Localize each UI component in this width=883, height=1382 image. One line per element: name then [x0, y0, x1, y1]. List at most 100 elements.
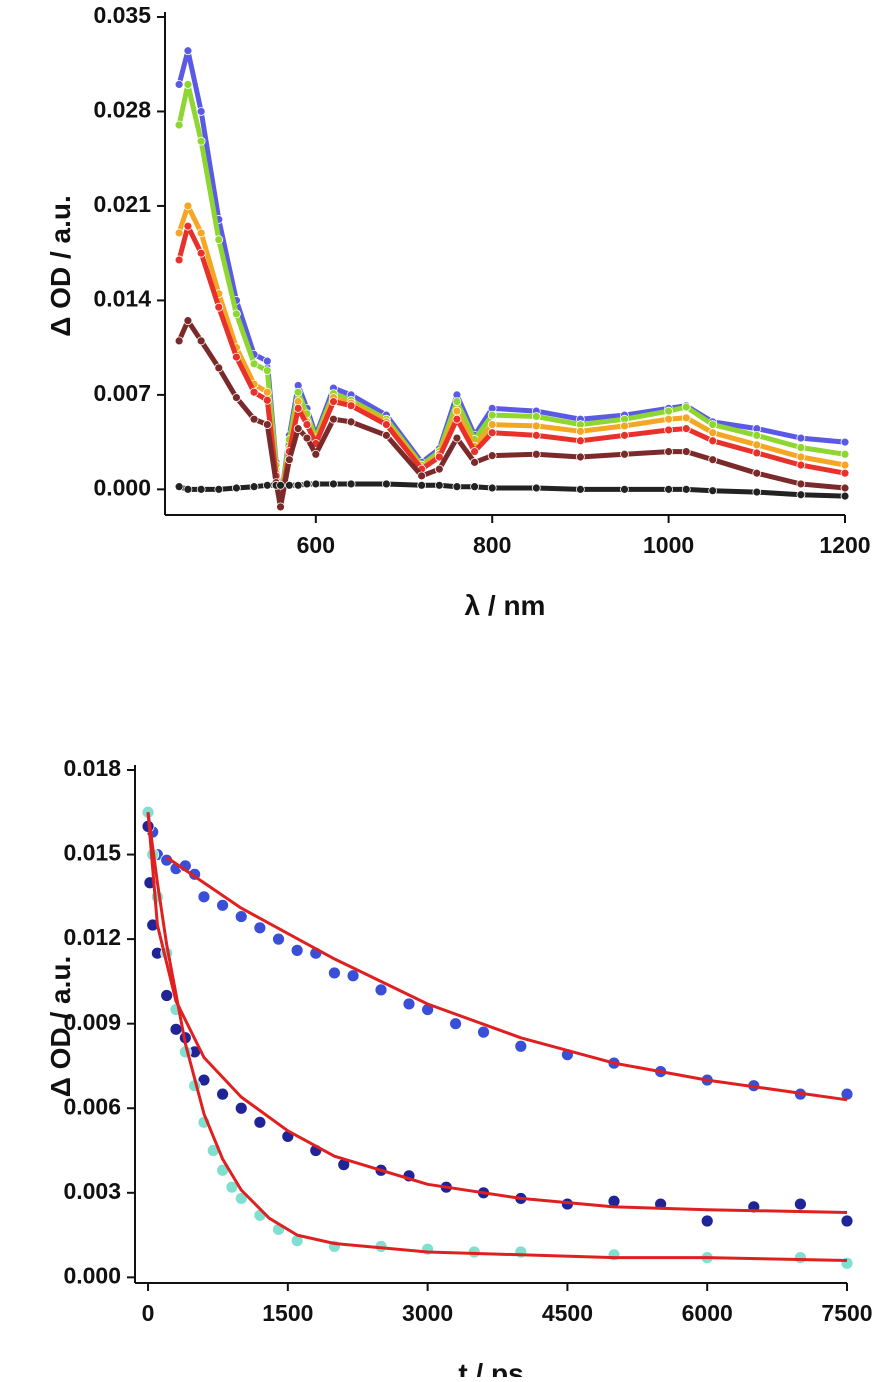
data-point [477, 1025, 490, 1039]
data-point [681, 402, 691, 412]
y-tick-label: 0.003 [63, 1178, 121, 1204]
data-point [284, 480, 294, 490]
x-tick-label: 0 [142, 1300, 155, 1326]
data-point [681, 484, 691, 494]
data-point [531, 412, 541, 421]
data-point [262, 395, 272, 405]
data-point [174, 336, 184, 346]
y-axis-label: Δ OD / a.u. [45, 956, 76, 1097]
y-tick-label: 0.035 [93, 2, 151, 28]
data-point [752, 440, 762, 450]
data-point [796, 433, 806, 443]
data-point [234, 1101, 248, 1115]
data-point [214, 235, 224, 245]
data-point [374, 983, 388, 997]
data-point [253, 921, 267, 935]
data-point [681, 413, 691, 423]
data-point [840, 460, 850, 470]
data-point [196, 107, 206, 116]
data-point [276, 502, 285, 512]
data-point [576, 436, 585, 446]
data-point [290, 943, 304, 957]
data-point [417, 471, 427, 481]
data-point [620, 484, 629, 494]
data-point [796, 443, 806, 452]
data-point [452, 397, 462, 407]
data-point [840, 468, 850, 478]
data-point [752, 448, 762, 458]
data-point [470, 447, 479, 456]
data-point [840, 483, 850, 493]
data-point [681, 447, 691, 456]
x-tick-label: 1000 [643, 532, 694, 558]
series-line [146, 812, 848, 1262]
data-point [452, 414, 462, 424]
y-tick-label: 0.007 [93, 380, 151, 406]
data-point [708, 455, 718, 465]
data-point [452, 433, 462, 443]
data-point [329, 397, 338, 407]
data-point [262, 387, 272, 397]
data-point [840, 1087, 854, 1101]
y-tick-label: 0.018 [63, 755, 121, 781]
x-axis-label: λ / nm [465, 590, 546, 621]
data-point [531, 421, 541, 431]
data-point [620, 430, 629, 440]
data-point [232, 393, 241, 402]
data-point [183, 484, 193, 494]
data-point [183, 80, 193, 89]
data-point [796, 490, 806, 500]
data-point [794, 1251, 807, 1265]
data-point [402, 997, 416, 1011]
x-axis-label: t / ps [458, 1358, 523, 1377]
data-point [293, 424, 303, 434]
data-point [796, 460, 806, 470]
data-point [794, 1197, 807, 1211]
data-point [576, 426, 585, 436]
data-point [272, 932, 285, 946]
data-point [752, 468, 762, 478]
data-point [381, 479, 391, 489]
data-point [328, 966, 341, 980]
data-point [183, 46, 193, 56]
data-point [531, 430, 541, 440]
data-point [216, 898, 230, 912]
data-point [329, 414, 338, 424]
y-tick-label: 0.014 [93, 285, 151, 311]
data-point [752, 487, 762, 497]
data-point [700, 1214, 714, 1228]
data-point [174, 80, 184, 89]
y-tick-label: 0.012 [63, 924, 121, 950]
data-point [620, 421, 629, 431]
data-point [681, 424, 691, 434]
series-line [146, 812, 848, 1214]
x-tick-label: 3000 [402, 1300, 453, 1326]
data-point [234, 1192, 248, 1205]
data-point [346, 479, 356, 489]
data-point [249, 414, 259, 424]
data-point [796, 479, 806, 489]
data-point [174, 120, 184, 130]
data-point [196, 136, 206, 146]
y-tick-label: 0.009 [63, 1009, 121, 1035]
data-point [434, 452, 444, 462]
data-point [216, 1087, 230, 1101]
data-point [470, 482, 479, 492]
data-point [214, 484, 224, 494]
data-point [311, 479, 321, 489]
data-point [293, 403, 303, 413]
data-point [174, 228, 184, 238]
data-point [196, 248, 206, 258]
data-point [262, 420, 272, 429]
data-point [664, 425, 674, 435]
data-point [262, 480, 272, 490]
data-point [197, 890, 211, 904]
data-point [452, 406, 462, 416]
data-point [346, 417, 356, 427]
data-point [752, 430, 762, 440]
data-point [346, 401, 356, 411]
data-point [487, 420, 497, 429]
data-point [174, 482, 184, 492]
data-point [487, 428, 497, 438]
